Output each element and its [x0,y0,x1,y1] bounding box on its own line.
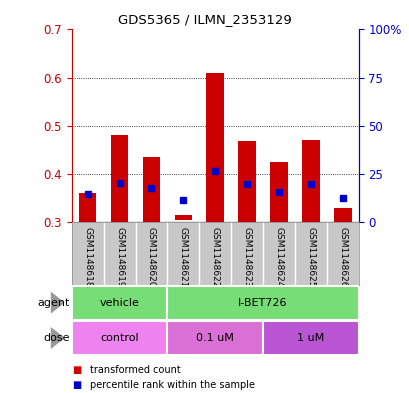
Text: GSM1148623: GSM1148623 [242,227,251,288]
Bar [333,208,351,222]
Text: dose: dose [43,333,70,343]
Bar [110,135,128,222]
Text: agent: agent [37,298,70,308]
Bar [263,321,358,355]
Bar [167,286,358,320]
Text: control: control [100,333,139,343]
Text: percentile rank within the sample: percentile rank within the sample [90,380,254,390]
Bar [238,141,255,222]
Bar [174,215,192,220]
Bar [270,162,287,222]
Text: vehicle: vehicle [99,298,139,308]
Text: ■: ■ [72,365,82,375]
Bar [206,73,223,222]
Text: I-BET726: I-BET726 [238,298,287,308]
Bar [167,321,263,355]
Text: 0.1 uM: 0.1 uM [196,333,234,343]
Text: GSM1148625: GSM1148625 [306,227,315,288]
Text: 1 uM: 1 uM [297,333,324,343]
Bar [72,286,167,320]
Text: GSM1148618: GSM1148618 [83,227,92,288]
Bar [72,321,167,355]
Text: ■: ■ [72,380,82,390]
Polygon shape [51,327,65,349]
Text: transformed count: transformed count [90,365,180,375]
Text: GSM1148626: GSM1148626 [337,227,346,288]
Text: GSM1148620: GSM1148620 [146,227,155,288]
Text: GDS5365 / ILMN_2353129: GDS5365 / ILMN_2353129 [118,13,291,26]
Bar [79,193,96,222]
Bar [301,140,319,222]
Text: GSM1148619: GSM1148619 [115,227,124,288]
Text: GSM1148621: GSM1148621 [178,227,187,288]
Bar [142,157,160,222]
Text: GSM1148624: GSM1148624 [274,227,283,287]
Text: GSM1148622: GSM1148622 [210,227,219,287]
Polygon shape [51,292,65,314]
